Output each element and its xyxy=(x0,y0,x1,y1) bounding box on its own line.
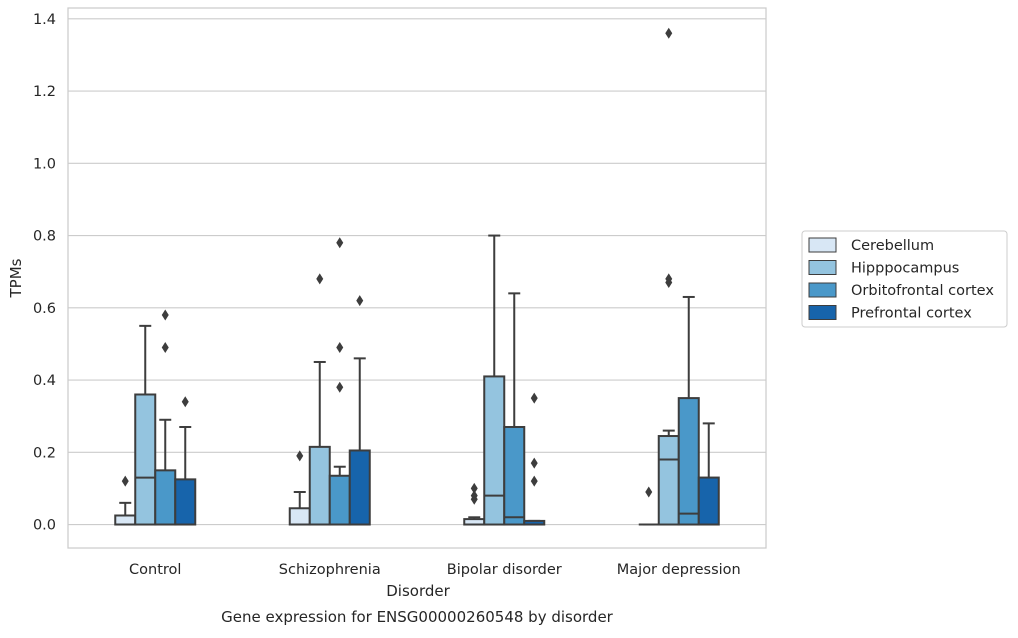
outlier-point xyxy=(336,237,344,249)
y-tick-label: 0.8 xyxy=(33,229,56,245)
box-group xyxy=(174,396,197,526)
box-group xyxy=(348,295,371,526)
outlier-point xyxy=(121,475,129,487)
y-tick-label: 0.2 xyxy=(33,445,56,461)
box xyxy=(483,375,506,526)
legend-label: Cerebellum xyxy=(851,238,934,254)
outlier-point xyxy=(665,27,673,39)
box-group xyxy=(657,27,680,526)
y-tick-label: 1.0 xyxy=(33,156,56,172)
y-tick-label: 1.2 xyxy=(33,84,56,100)
legend-label: Prefrontal cortex xyxy=(851,306,972,322)
outlier-point xyxy=(316,273,324,285)
outlier-point xyxy=(470,482,478,494)
plot-frame xyxy=(67,7,767,549)
outlier-point xyxy=(530,457,538,469)
box-group xyxy=(523,392,546,526)
box-group xyxy=(638,486,659,526)
outlier-point xyxy=(356,295,364,307)
box xyxy=(697,476,720,526)
outlier-point xyxy=(470,490,478,502)
box xyxy=(134,393,157,526)
outlier-point xyxy=(296,450,304,462)
box xyxy=(174,478,197,526)
legend-swatch xyxy=(808,260,837,275)
legend-label: Hipppocampus xyxy=(851,261,959,277)
box-group xyxy=(288,450,311,526)
x-tick-label: Schizophrenia xyxy=(279,562,381,578)
y-tick-label: 0.4 xyxy=(33,373,56,389)
outlier-point xyxy=(665,273,673,285)
box xyxy=(154,469,177,526)
box xyxy=(348,449,371,526)
y-axis-label: TPMs xyxy=(7,258,25,298)
x-tick-label: Control xyxy=(129,562,181,578)
box-group xyxy=(154,309,177,526)
box xyxy=(114,514,137,526)
box xyxy=(308,445,331,526)
box xyxy=(328,474,351,526)
box-group xyxy=(697,422,720,526)
y-axis-ticks: 0.0 0.2 0.4 0.6 0.8 1.0 1.2 1.4 xyxy=(33,12,56,534)
legend-swatch xyxy=(808,237,837,253)
box xyxy=(503,425,526,526)
outlier-point xyxy=(530,392,538,404)
box-plot-area xyxy=(114,27,720,526)
box-group xyxy=(114,475,137,526)
box-group xyxy=(134,324,157,526)
x-tick-label: Major depression xyxy=(617,562,741,578)
chart-caption: Gene expression for ENSG00000260548 by d… xyxy=(221,608,614,626)
x-axis-ticks: Control Schizophrenia Bipolar disorder Majo… xyxy=(129,562,741,578)
outlier-point xyxy=(645,486,653,498)
legend: Cerebellum Hipppocampus Orbitofrontal cort… xyxy=(801,230,1008,328)
legend-swatch xyxy=(808,305,837,320)
box-group xyxy=(483,234,506,526)
box xyxy=(677,397,700,526)
outlier-point xyxy=(530,475,538,487)
box xyxy=(288,507,311,526)
outlier-point xyxy=(336,381,344,393)
x-axis-label: Disorder xyxy=(386,582,450,600)
y-tick-label: 0.0 xyxy=(33,518,56,534)
x-tick-label: Bipolar disorder xyxy=(447,562,562,578)
outlier-point xyxy=(181,396,189,408)
y-tick-label: 1.4 xyxy=(33,12,56,28)
legend-swatch xyxy=(808,282,837,298)
box-group xyxy=(503,292,526,526)
box-group xyxy=(677,295,700,526)
legend-frame xyxy=(801,230,1008,328)
outlier-point xyxy=(161,309,169,321)
legend-label: Orbitofrontal cortex xyxy=(851,283,994,299)
box-group xyxy=(328,237,351,526)
box-group xyxy=(308,273,331,526)
box-group xyxy=(463,482,486,526)
box xyxy=(657,435,680,526)
y-tick-label: 0.6 xyxy=(33,301,56,317)
outlier-point xyxy=(336,342,344,354)
outlier-point xyxy=(161,342,169,354)
